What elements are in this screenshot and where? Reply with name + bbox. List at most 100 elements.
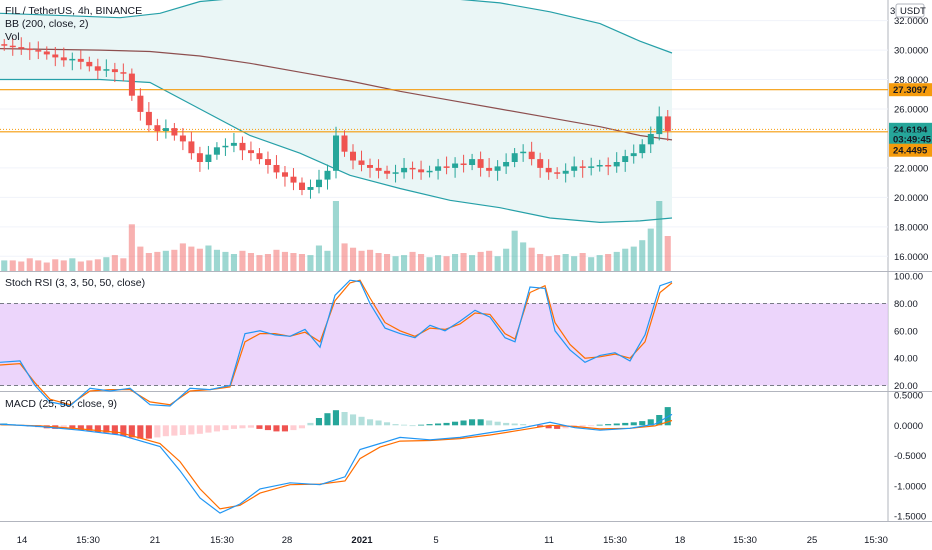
- macd-histogram-bar: [630, 422, 637, 426]
- macd-histogram-bar: [69, 425, 76, 429]
- macd-histogram-bar: [477, 419, 484, 426]
- price-axis-tick: 32.0000: [894, 16, 928, 27]
- volume-bar: [520, 242, 527, 271]
- macd-histogram-bar: [554, 425, 561, 429]
- volume-bar: [69, 258, 76, 271]
- candle-body: [145, 111, 152, 126]
- volume-bar: [111, 255, 118, 271]
- volume-bar: [103, 257, 110, 271]
- candle-body: [154, 125, 161, 132]
- candle-body: [188, 141, 195, 154]
- macd-histogram-bar: [358, 416, 365, 426]
- candle-body: [316, 179, 322, 188]
- macd-histogram-bar: [520, 424, 527, 426]
- volume-bar: [435, 255, 442, 271]
- volume-bar: [298, 254, 305, 271]
- volume-bar: [469, 255, 476, 271]
- macd-histogram-bar: [86, 425, 93, 431]
- price-label-text: 03:49:45: [893, 134, 932, 145]
- macd-histogram-bar: [264, 425, 271, 431]
- macd-histogram-bar: [656, 415, 663, 426]
- volume-bar: [613, 251, 620, 271]
- macd-histogram-bar: [222, 425, 229, 431]
- candle-body: [350, 151, 356, 161]
- candle-body: [256, 153, 263, 160]
- macd-histogram-bar: [452, 421, 459, 426]
- macd-axis-tick: -1.5000: [894, 512, 926, 523]
- candle-body: [86, 61, 93, 67]
- candle-body: [494, 166, 501, 171]
- candle-body: [477, 159, 484, 168]
- macd-histogram-bar: [256, 425, 263, 429]
- candle-body: [375, 167, 382, 171]
- candle-body: [358, 160, 365, 165]
- macd-histogram-bar: [196, 425, 203, 434]
- candle-body: [469, 159, 476, 165]
- candle-body: [111, 69, 118, 73]
- candle-body: [26, 48, 33, 51]
- time-axis-tick: 18: [675, 535, 686, 546]
- stoch-band-fill: [0, 303, 888, 386]
- macd-histogram-bar: [281, 425, 288, 432]
- stoch-k-line: [0, 279, 673, 407]
- time-axis-tick: 15:30: [76, 535, 100, 546]
- price-label-badge: [889, 143, 932, 157]
- candle-body: [162, 128, 169, 131]
- candle-body: [528, 151, 535, 160]
- price-label-text: 27.3097: [893, 85, 927, 96]
- bb-fill: [0, 0, 672, 223]
- candle-body: [196, 153, 203, 162]
- currency-badge: [895, 3, 925, 18]
- volume-bar: [9, 260, 16, 271]
- volume-bar: [511, 230, 518, 271]
- candle-body: [401, 167, 408, 173]
- macd-histogram-bar: [392, 424, 399, 426]
- currency-badge-text: USDT: [900, 6, 926, 17]
- macd-histogram-bar: [350, 414, 357, 426]
- price-label-text: 24.4495: [893, 146, 928, 157]
- candle-body: [273, 165, 280, 173]
- candle-body: [171, 128, 178, 136]
- candle-body: [52, 54, 59, 58]
- candle-body: [179, 135, 186, 142]
- candle-body: [239, 142, 246, 151]
- macd-histogram-bar: [179, 425, 186, 435]
- candle-body: [392, 172, 399, 174]
- candle-body: [248, 150, 254, 154]
- candle-body: [222, 145, 229, 148]
- volume-bar: [273, 249, 280, 271]
- volume-bar: [503, 248, 510, 271]
- macd-histogram-bar: [120, 425, 127, 437]
- volume-bar: [256, 255, 263, 271]
- volume-bar: [494, 256, 501, 271]
- macd-histogram-bar: [77, 425, 84, 431]
- volume-bar: [43, 262, 50, 271]
- time-axis-tick: 14: [17, 535, 28, 546]
- macd-histogram-bar: [443, 422, 450, 426]
- candle-body: [324, 170, 331, 180]
- volume-bar: [128, 224, 135, 271]
- volume-bar: [137, 246, 144, 271]
- candle-body: [605, 165, 612, 167]
- stoch-axis-tick: 100.00: [894, 272, 923, 283]
- macd-histogram-bar: [469, 419, 476, 426]
- macd-histogram-bar: [613, 423, 620, 426]
- candle-body: [520, 151, 527, 154]
- price-axis-tick: 28.0000: [894, 75, 928, 86]
- time-axis-tick: 2021: [351, 535, 373, 546]
- volume-bar: [86, 260, 93, 271]
- volume-bar: [486, 250, 493, 271]
- stoch-axis-tick: 60.00: [894, 326, 918, 337]
- candle-body: [537, 159, 544, 168]
- time-axis-tick: 11: [544, 535, 554, 546]
- macd-histogram-bar: [60, 425, 67, 429]
- macd-axis-tick: -1.0000: [894, 481, 926, 492]
- volume-bar: [324, 250, 331, 271]
- macd-histogram-bar: [545, 425, 552, 429]
- macd-histogram-bar: [384, 422, 391, 426]
- candle-body: [307, 187, 314, 190]
- volume-bar: [281, 251, 288, 271]
- candle-body: [511, 153, 518, 162]
- volume-bar: [367, 249, 374, 271]
